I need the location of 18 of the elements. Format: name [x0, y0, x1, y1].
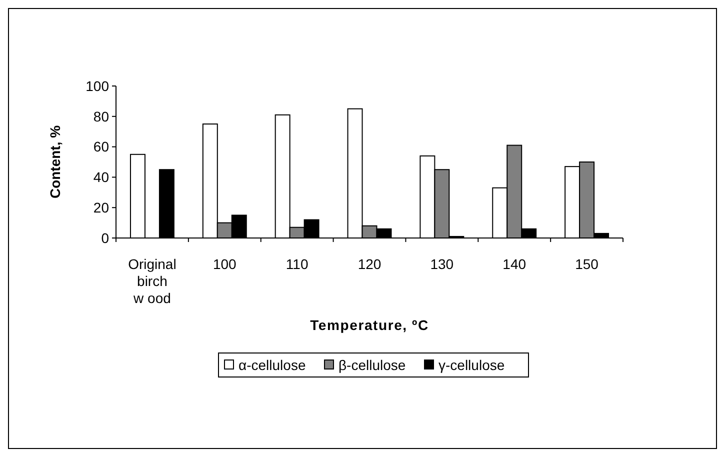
- y-tick-label: 40: [93, 169, 110, 186]
- y-tick-label: 0: [101, 230, 110, 246]
- x-tick-label: 120: [358, 256, 382, 272]
- x-tick-label: 150: [575, 256, 599, 272]
- legend-label: γ-cellulose: [438, 356, 505, 373]
- legend-label: β-cellulose: [338, 356, 406, 373]
- y-axis-title: Content, %: [47, 124, 63, 199]
- x-tick-label: 100: [212, 256, 237, 272]
- legend-label: α-cellulose: [238, 356, 306, 373]
- y-tick-label: 100: [86, 78, 110, 94]
- x-tick-label: Original birch w ood: [128, 256, 176, 306]
- y-tick-label: 60: [93, 138, 110, 155]
- x-axis-title: Temperature, ºC: [310, 317, 429, 333]
- x-tick-label: 140: [502, 256, 526, 272]
- y-tick-label: 20: [93, 200, 110, 216]
- y-tick-label: 80: [93, 108, 110, 124]
- x-tick-label: 110: [286, 256, 308, 272]
- x-tick-label: 130: [430, 256, 454, 272]
